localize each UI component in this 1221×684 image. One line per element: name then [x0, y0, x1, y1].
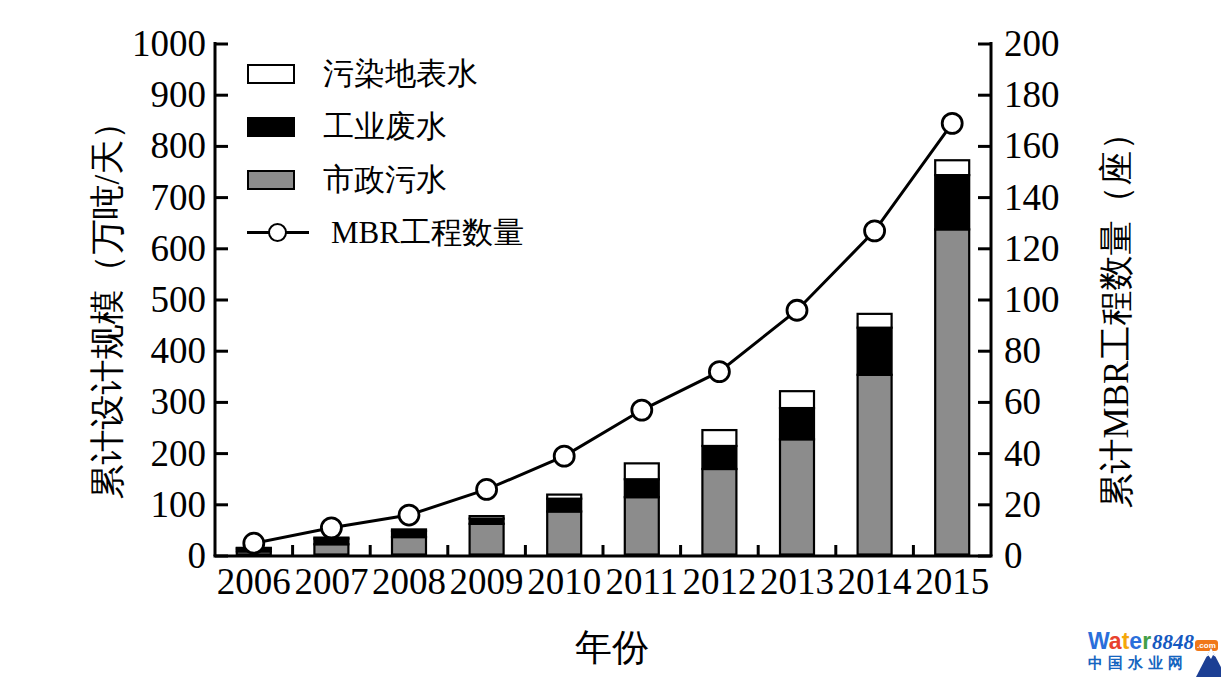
right-axis-tick-label: 140: [1004, 177, 1060, 219]
legend-swatch-black: [247, 117, 295, 137]
legend-item-industrial-wastewater: 工业废水: [247, 100, 524, 153]
bar-segment-市政污水: [935, 229, 969, 554]
left-axis-tick-label: 500: [58, 279, 206, 321]
bar-segment-市政污水: [392, 537, 426, 554]
bar-segment-市政污水: [780, 439, 814, 554]
right-axis-title: 累计MBR工程数量（座）: [1093, 0, 1141, 632]
bar-segment-市政污水: [470, 524, 504, 555]
left-axis-tick-label: 0: [58, 535, 206, 577]
left-axis-tick-label: 800: [58, 125, 206, 167]
bar-segment-工业废水: [935, 175, 969, 229]
right-axis-tick-label: 200: [1004, 23, 1060, 65]
bar-segment-市政污水: [314, 544, 348, 554]
legend-label: MBR工程数量: [331, 212, 524, 254]
bar-segment-市政污水: [702, 469, 736, 555]
bar-segment-工业废水: [702, 446, 736, 469]
bar-segment-市政污水: [547, 511, 581, 554]
bar-segment-污染地表水: [935, 160, 969, 175]
logo-brand-word: Water: [1088, 630, 1151, 653]
bar-segment-污染地表水: [858, 314, 892, 328]
logo-subtitle: 中国水业网: [1088, 654, 1188, 671]
logo-brand-letter: r: [1142, 628, 1151, 654]
bar-segment-污染地表水: [392, 529, 426, 531]
bar-segment-工业废水: [858, 328, 892, 375]
right-axis-tick-label: 160: [1004, 125, 1060, 167]
legend-swatch-white: [247, 64, 295, 84]
line-marker: [709, 362, 729, 382]
legend-swatch-line-marker-icon: [247, 221, 309, 245]
mountain-icon: [1196, 647, 1221, 677]
logo-brand-letter: W: [1088, 628, 1109, 654]
bar-segment-市政污水: [858, 375, 892, 555]
right-axis-tick-label: 120: [1004, 228, 1060, 270]
left-axis-tick-label: 200: [58, 433, 206, 475]
left-axis-tick-label: 700: [58, 177, 206, 219]
chart-canvas: 累计设计规模（万吨/天） 累计MBR工程数量（座） 年份 污染地表水 工业废水 …: [0, 0, 1221, 684]
x-axis-category-label: 2015: [897, 561, 1007, 603]
bar-segment-污染地表水: [625, 463, 659, 479]
x-axis-title: 年份: [512, 626, 712, 670]
bar-segment-污染地表水: [470, 516, 504, 519]
right-axis-tick-label: 80: [1004, 330, 1041, 372]
legend-swatch-gray: [247, 170, 295, 190]
left-axis-tick-label: 100: [58, 484, 206, 526]
legend-item-polluted-surface-water: 污染地表水: [247, 47, 524, 100]
legend-item-municipal-sewage: 市政污水: [247, 153, 524, 206]
left-axis-tick-label: 400: [58, 330, 206, 372]
right-axis-tick-label: 60: [1004, 381, 1041, 423]
line-marker: [942, 113, 962, 133]
legend: 污染地表水 工业废水 市政污水 MBR工程数量: [247, 47, 524, 259]
left-axis-tick-label: 1000: [58, 23, 206, 65]
logo-brand-number: 8848: [1152, 631, 1194, 653]
line-marker: [787, 300, 807, 320]
bar-segment-工业废水: [625, 479, 659, 497]
line-marker: [632, 400, 652, 420]
left-axis-tick-label: 900: [58, 74, 206, 116]
line-marker: [244, 533, 264, 553]
line-marker: [865, 221, 885, 241]
water8848-logo: Water 8848 .com 中国水业网: [1088, 629, 1220, 673]
legend-label: 工业废水: [323, 106, 447, 148]
bar-segment-市政污水: [625, 497, 659, 554]
right-axis-tick-label: 100: [1004, 279, 1060, 321]
line-marker: [399, 505, 419, 525]
bar-segment-工业废水: [780, 408, 814, 439]
bar-segment-污染地表水: [702, 430, 736, 446]
line-marker: [477, 479, 497, 499]
line-marker: [554, 446, 574, 466]
legend-item-mbr-project-count: MBR工程数量: [247, 206, 524, 259]
legend-label: 市政污水: [323, 159, 447, 201]
left-axis-tick-label: 600: [58, 228, 206, 270]
logo-brand-letter: e: [1129, 628, 1142, 654]
right-axis-tick-label: 40: [1004, 433, 1041, 475]
right-axis-tick-label: 180: [1004, 74, 1060, 116]
logo-subtitle-row: 中国水业网: [1088, 654, 1220, 673]
left-axis-tick-label: 300: [58, 381, 206, 423]
bar-segment-工业废水: [547, 499, 581, 512]
line-marker: [321, 518, 341, 538]
bar-segment-污染地表水: [780, 391, 814, 408]
legend-label: 污染地表水: [323, 53, 478, 95]
right-axis-tick-label: 20: [1004, 484, 1041, 526]
bar-segment-污染地表水: [547, 495, 581, 499]
logo-brand-letter: a: [1109, 628, 1122, 654]
